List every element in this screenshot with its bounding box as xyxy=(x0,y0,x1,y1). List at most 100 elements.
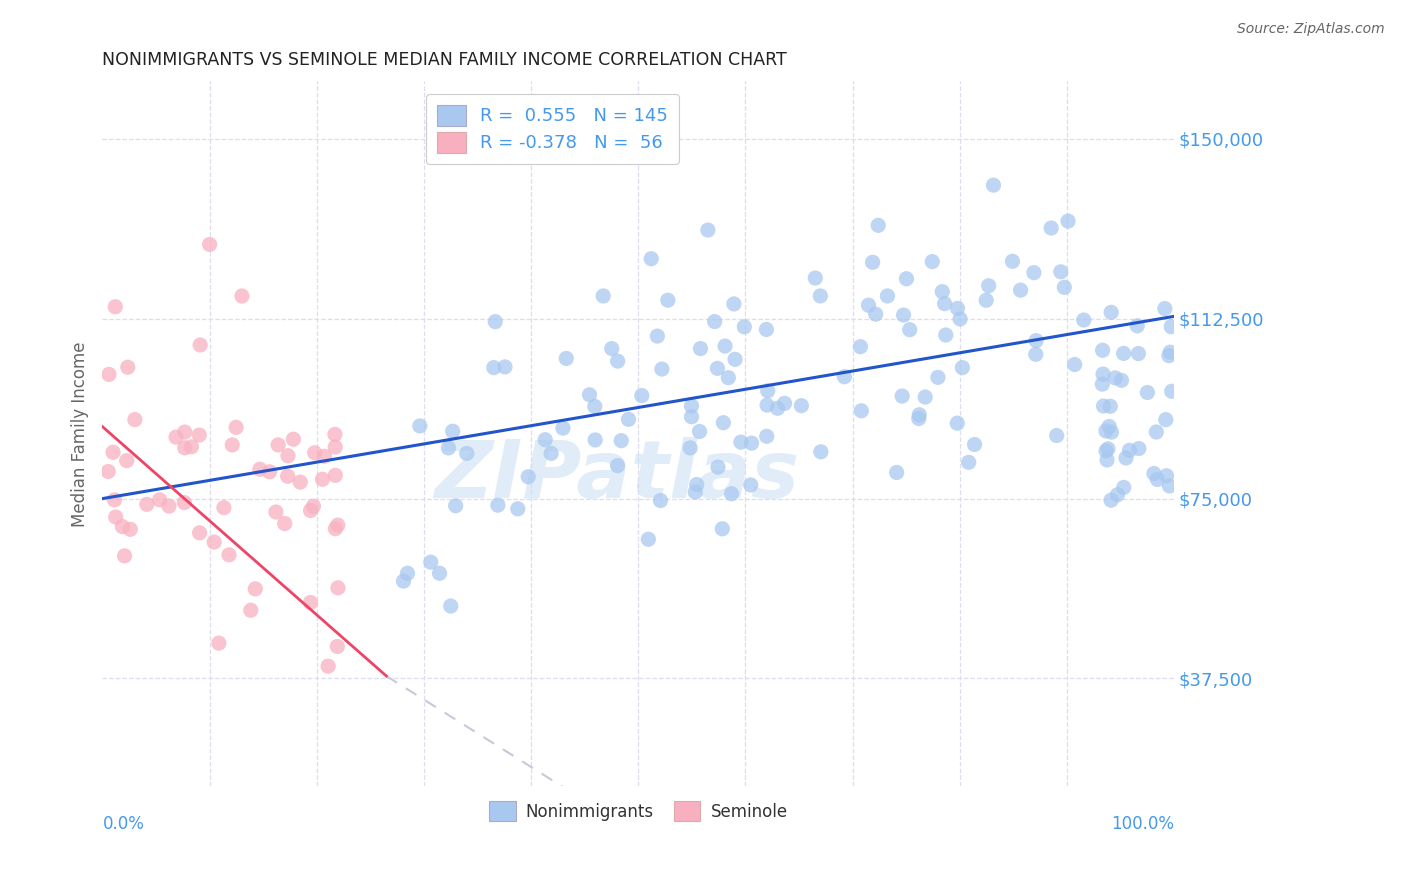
Point xyxy=(950,360,973,375)
Point xyxy=(277,449,299,463)
Point xyxy=(1153,301,1175,316)
Point xyxy=(311,472,333,486)
Point xyxy=(977,278,1000,293)
Point xyxy=(610,434,633,448)
Point xyxy=(506,501,529,516)
Point xyxy=(891,389,914,403)
Point xyxy=(1099,399,1122,413)
Point xyxy=(637,533,659,547)
Point xyxy=(733,319,755,334)
Point xyxy=(876,289,898,303)
Point xyxy=(302,499,325,513)
Point xyxy=(730,435,752,450)
Point xyxy=(1001,254,1024,268)
Point xyxy=(97,465,120,479)
Point xyxy=(703,315,725,329)
Point xyxy=(1104,371,1126,385)
Point xyxy=(114,549,136,563)
Point xyxy=(323,440,346,454)
Point xyxy=(486,498,509,512)
Point xyxy=(120,522,142,536)
Point xyxy=(1057,214,1080,228)
Point xyxy=(149,492,172,507)
Point xyxy=(689,425,711,439)
Point xyxy=(707,460,730,475)
Point xyxy=(1022,266,1045,280)
Point xyxy=(723,297,745,311)
Point xyxy=(409,419,432,434)
Point xyxy=(540,446,562,460)
Point xyxy=(1143,467,1166,481)
Point xyxy=(314,450,336,464)
Point xyxy=(706,361,728,376)
Point xyxy=(1095,424,1118,438)
Point xyxy=(1154,412,1177,426)
Point xyxy=(592,289,614,303)
Point xyxy=(202,535,225,549)
Point xyxy=(326,640,349,654)
Point xyxy=(437,441,460,455)
Point xyxy=(1092,367,1115,381)
Point xyxy=(188,428,211,442)
Point xyxy=(115,453,138,467)
Point xyxy=(914,390,936,404)
Point xyxy=(583,400,606,414)
Point xyxy=(1160,384,1182,399)
Point xyxy=(299,595,322,609)
Point xyxy=(1118,443,1140,458)
Point xyxy=(810,445,832,459)
Point xyxy=(1157,349,1180,363)
Point xyxy=(849,340,872,354)
Point xyxy=(686,477,709,491)
Point xyxy=(180,440,202,454)
Point xyxy=(444,499,467,513)
Text: ZIPatlas: ZIPatlas xyxy=(434,437,800,516)
Text: Source: ZipAtlas.com: Source: ZipAtlas.com xyxy=(1237,22,1385,37)
Point xyxy=(482,360,505,375)
Point xyxy=(983,178,1005,193)
Point xyxy=(893,308,915,322)
Point xyxy=(931,285,953,299)
Point xyxy=(578,388,600,402)
Point xyxy=(1053,280,1076,294)
Legend: Nonimmigrants, Seminole: Nonimmigrants, Seminole xyxy=(482,795,794,828)
Point xyxy=(517,470,540,484)
Point xyxy=(304,446,326,460)
Point xyxy=(1111,373,1133,387)
Point xyxy=(647,329,669,343)
Point xyxy=(1025,347,1047,361)
Point xyxy=(711,522,734,536)
Point xyxy=(1095,444,1118,458)
Point xyxy=(1073,313,1095,327)
Point xyxy=(606,458,628,473)
Point xyxy=(117,360,139,375)
Point xyxy=(173,495,195,509)
Point xyxy=(1049,265,1071,279)
Point xyxy=(231,289,253,303)
Point xyxy=(264,505,287,519)
Point xyxy=(429,566,451,581)
Point xyxy=(1098,419,1121,434)
Point xyxy=(741,436,763,450)
Point xyxy=(441,424,464,438)
Point xyxy=(689,342,711,356)
Point xyxy=(720,487,742,501)
Point xyxy=(494,359,516,374)
Point xyxy=(755,429,778,443)
Point xyxy=(862,255,884,269)
Point xyxy=(290,475,312,489)
Point xyxy=(173,441,195,455)
Point xyxy=(326,518,349,533)
Point xyxy=(681,409,703,424)
Point xyxy=(1128,442,1150,456)
Point xyxy=(858,298,880,312)
Point xyxy=(1115,450,1137,465)
Point xyxy=(935,328,957,343)
Point xyxy=(640,252,662,266)
Point xyxy=(617,412,640,426)
Point xyxy=(651,362,673,376)
Point xyxy=(484,315,506,329)
Point xyxy=(790,399,813,413)
Point xyxy=(1156,468,1178,483)
Point xyxy=(325,468,347,483)
